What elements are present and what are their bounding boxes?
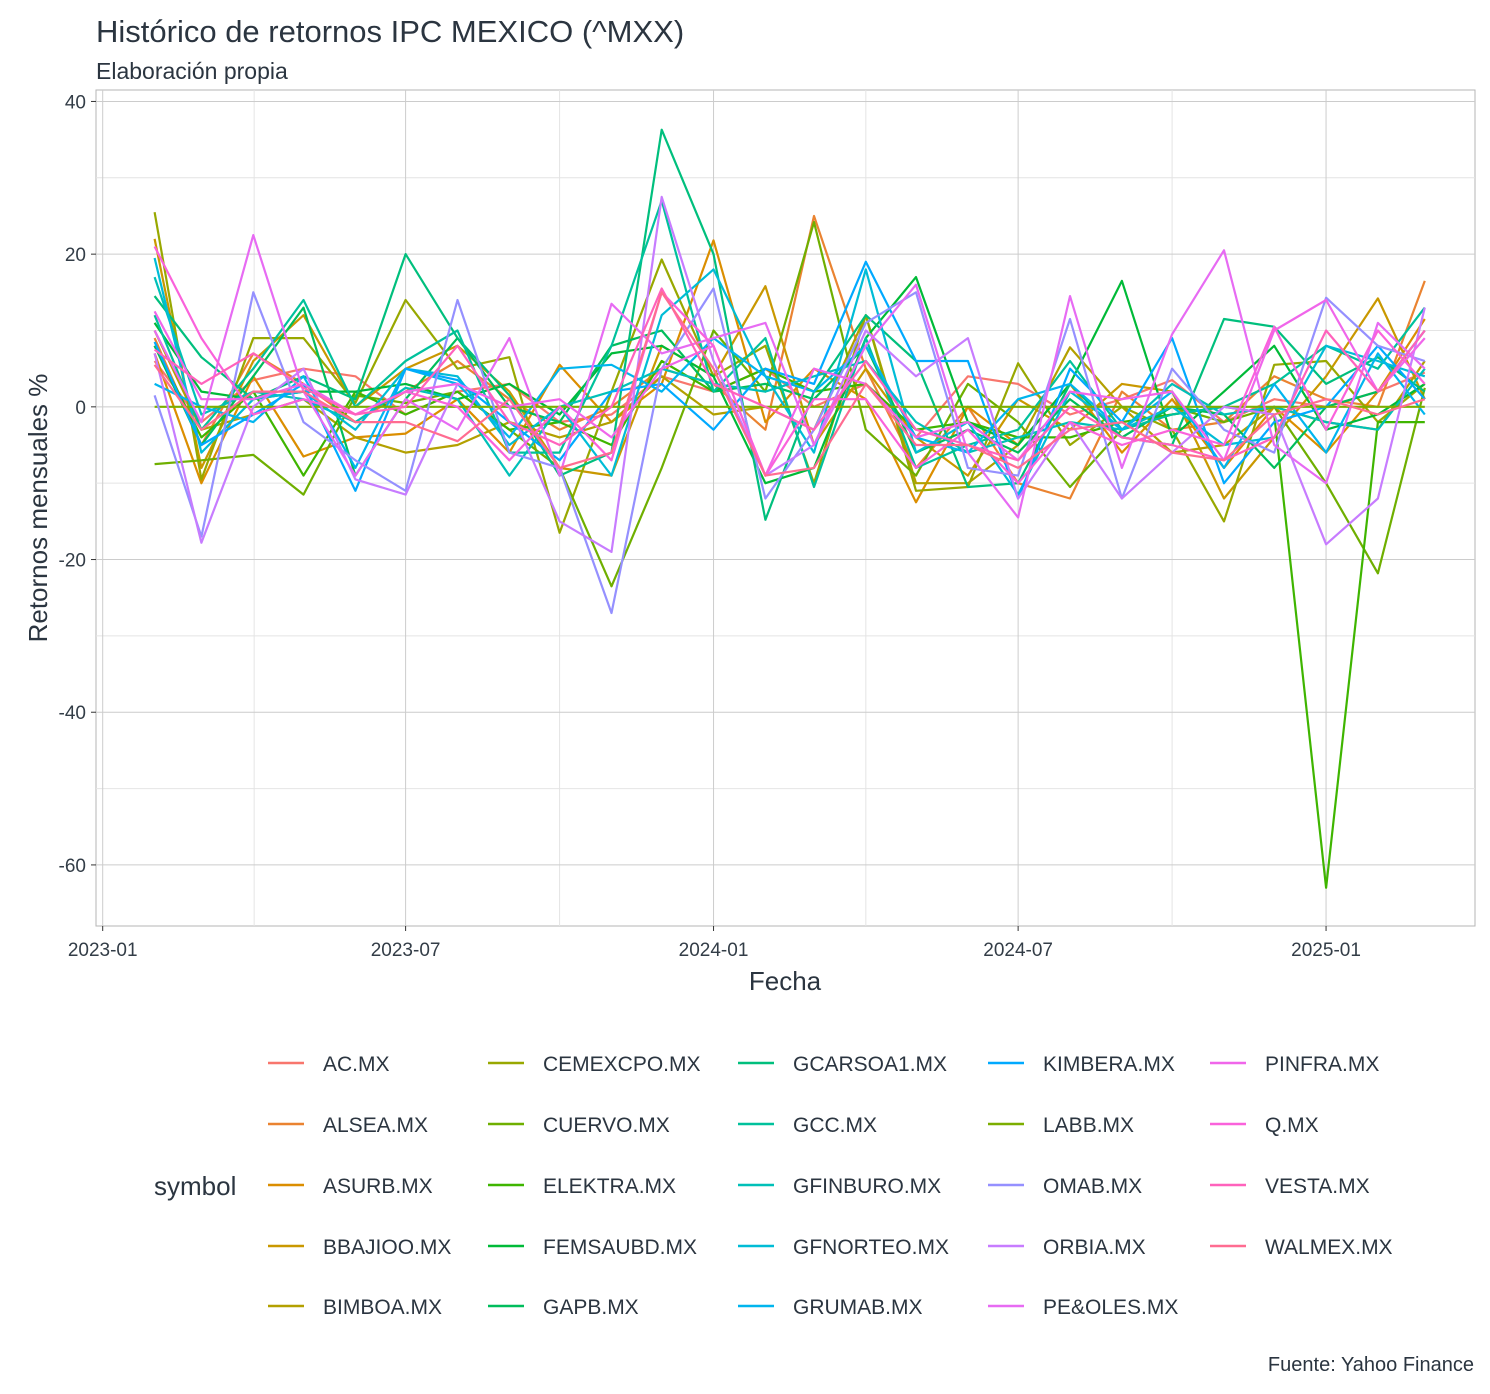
legend-label: GFNORTEO.MX bbox=[793, 1236, 949, 1259]
legend-label: PINFRA.MX bbox=[1265, 1053, 1379, 1076]
y-tick-label: -20 bbox=[59, 551, 86, 572]
series-line-gcarsoa1-mx bbox=[153, 128, 1426, 521]
legend-item-gcc-mx: GCC.MX bbox=[738, 1114, 877, 1137]
legend-label: ALSEA.MX bbox=[323, 1114, 428, 1137]
series-line-orbia-mx bbox=[153, 195, 1426, 554]
plot-panel bbox=[95, 89, 1476, 927]
series-line-gfnorteo-mx bbox=[153, 257, 1426, 496]
legend-item-bbajioo-mx: BBAJIOO.MX bbox=[268, 1236, 451, 1259]
legend-item-asurb-mx: ASURB.MX bbox=[268, 1175, 433, 1198]
legend-item-alsea-mx: ALSEA.MX bbox=[268, 1114, 428, 1137]
legend-label: GAPB.MX bbox=[543, 1296, 639, 1319]
x-tick-label: 2024-01 bbox=[679, 940, 749, 961]
legend-item-grumab-mx: GRUMAB.MX bbox=[738, 1296, 923, 1319]
legend-label: KIMBERA.MX bbox=[1043, 1053, 1175, 1076]
legend-label: GCARSOA1.MX bbox=[793, 1053, 947, 1076]
legend-item-gcarsoa1-mx: GCARSOA1.MX bbox=[738, 1053, 947, 1076]
legend: AC.MX ALSEA.MX ASURB.MX BBAJIOO.MX BIMBOA.MX… bbox=[268, 1053, 1393, 1319]
legend-label: BBAJIOO.MX bbox=[323, 1236, 451, 1259]
y-tick-label: 0 bbox=[75, 398, 86, 419]
legend-item-pinfra-mx: PINFRA.MX bbox=[1210, 1053, 1379, 1076]
legend-item-omab-mx: OMAB.MX bbox=[988, 1175, 1142, 1198]
x-ticks bbox=[102, 926, 1327, 931]
legend-label: AC.MX bbox=[323, 1053, 390, 1076]
legend-item-q-mx: Q.MX bbox=[1210, 1114, 1319, 1137]
legend-item-elektra-mx: ELEKTRA.MX bbox=[488, 1175, 676, 1198]
legend-label: BIMBOA.MX bbox=[323, 1296, 442, 1319]
grid-minor bbox=[96, 90, 1475, 926]
legend-item-gfinburo-mx: GFINBURO.MX bbox=[738, 1175, 941, 1198]
legend-label: GFINBURO.MX bbox=[793, 1175, 941, 1198]
legend-title: symbol bbox=[154, 1171, 236, 1201]
x-tick-label: 2024-07 bbox=[983, 940, 1053, 961]
legend-item-vesta-mx: VESTA.MX bbox=[1210, 1175, 1370, 1198]
legend-item-orbia-mx: ORBIA.MX bbox=[988, 1236, 1146, 1259]
y-tick-label: 40 bbox=[65, 92, 86, 113]
legend-item-kimbera-mx: KIMBERA.MX bbox=[988, 1053, 1175, 1076]
y-ticks bbox=[91, 100, 96, 866]
legend-item-bimboa-mx: BIMBOA.MX bbox=[268, 1296, 442, 1319]
y-tick-label: -60 bbox=[59, 856, 86, 877]
x-tick-label: 2023-01 bbox=[68, 940, 138, 961]
legend-label: CUERVO.MX bbox=[543, 1114, 670, 1137]
series-line-walmex-mx bbox=[153, 291, 1426, 477]
chart-title: Histórico de retornos IPC MEXICO (^MXX) bbox=[96, 14, 685, 49]
legend-label: ELEKTRA.MX bbox=[543, 1175, 676, 1198]
legend-label: VESTA.MX bbox=[1265, 1175, 1370, 1198]
legend-item-gfnorteo-mx: GFNORTEO.MX bbox=[738, 1236, 949, 1259]
legend-label: PE&OLES.MX bbox=[1043, 1296, 1178, 1319]
legend-label: GRUMAB.MX bbox=[793, 1296, 923, 1319]
legend-item-cuervo-mx: CUERVO.MX bbox=[488, 1114, 670, 1137]
series-line-femsaubd-mx bbox=[153, 276, 1426, 485]
legend-label: ASURB.MX bbox=[323, 1175, 433, 1198]
x-tick-label: 2023-07 bbox=[371, 940, 441, 961]
chart-subtitle: Elaboración propia bbox=[96, 58, 288, 84]
series-line-omab-mx bbox=[153, 287, 1426, 615]
x-tick-label: 2025-01 bbox=[1291, 940, 1361, 961]
legend-label: WALMEX.MX bbox=[1265, 1236, 1393, 1259]
y-tick-labels: 40 20 0 -20 -40 -60 bbox=[59, 92, 86, 876]
legend-item-gapb-mx: GAPB.MX bbox=[488, 1296, 639, 1319]
legend-item-ac-mx: AC.MX bbox=[268, 1053, 390, 1076]
legend-item-cemexcpo-mx: CEMEXCPO.MX bbox=[488, 1053, 701, 1076]
legend-label: OMAB.MX bbox=[1043, 1175, 1142, 1198]
legend-item-pe-oles-mx: PE&OLES.MX bbox=[988, 1296, 1178, 1319]
legend-label: FEMSAUBD.MX bbox=[543, 1236, 697, 1259]
series-line-pe-oles-mx bbox=[153, 234, 1426, 519]
y-tick-label: -40 bbox=[59, 703, 86, 724]
y-axis-title: Retornos mensuales % bbox=[23, 374, 53, 643]
legend-label: GCC.MX bbox=[793, 1114, 877, 1137]
legend-label: ORBIA.MX bbox=[1043, 1236, 1146, 1259]
series-line-vesta-mx bbox=[153, 287, 1426, 462]
legend-item-femsaubd-mx: FEMSAUBD.MX bbox=[488, 1236, 697, 1259]
legend-label: CEMEXCPO.MX bbox=[543, 1053, 701, 1076]
chart-caption: Fuente: Yahoo Finance bbox=[1267, 1354, 1474, 1376]
series-line-q-mx bbox=[153, 245, 1426, 485]
legend-label: Q.MX bbox=[1265, 1114, 1319, 1137]
x-tick-labels: 2023-01 2023-07 2024-01 2024-07 2025-01 bbox=[68, 940, 1361, 961]
y-tick-label: 20 bbox=[65, 245, 86, 266]
legend-item-walmex-mx: WALMEX.MX bbox=[1210, 1236, 1393, 1259]
legend-item-labb-mx: LABB.MX bbox=[988, 1114, 1134, 1137]
x-axis-title: Fecha bbox=[749, 966, 822, 996]
legend-label: LABB.MX bbox=[1043, 1114, 1134, 1137]
series-lines bbox=[153, 128, 1426, 889]
